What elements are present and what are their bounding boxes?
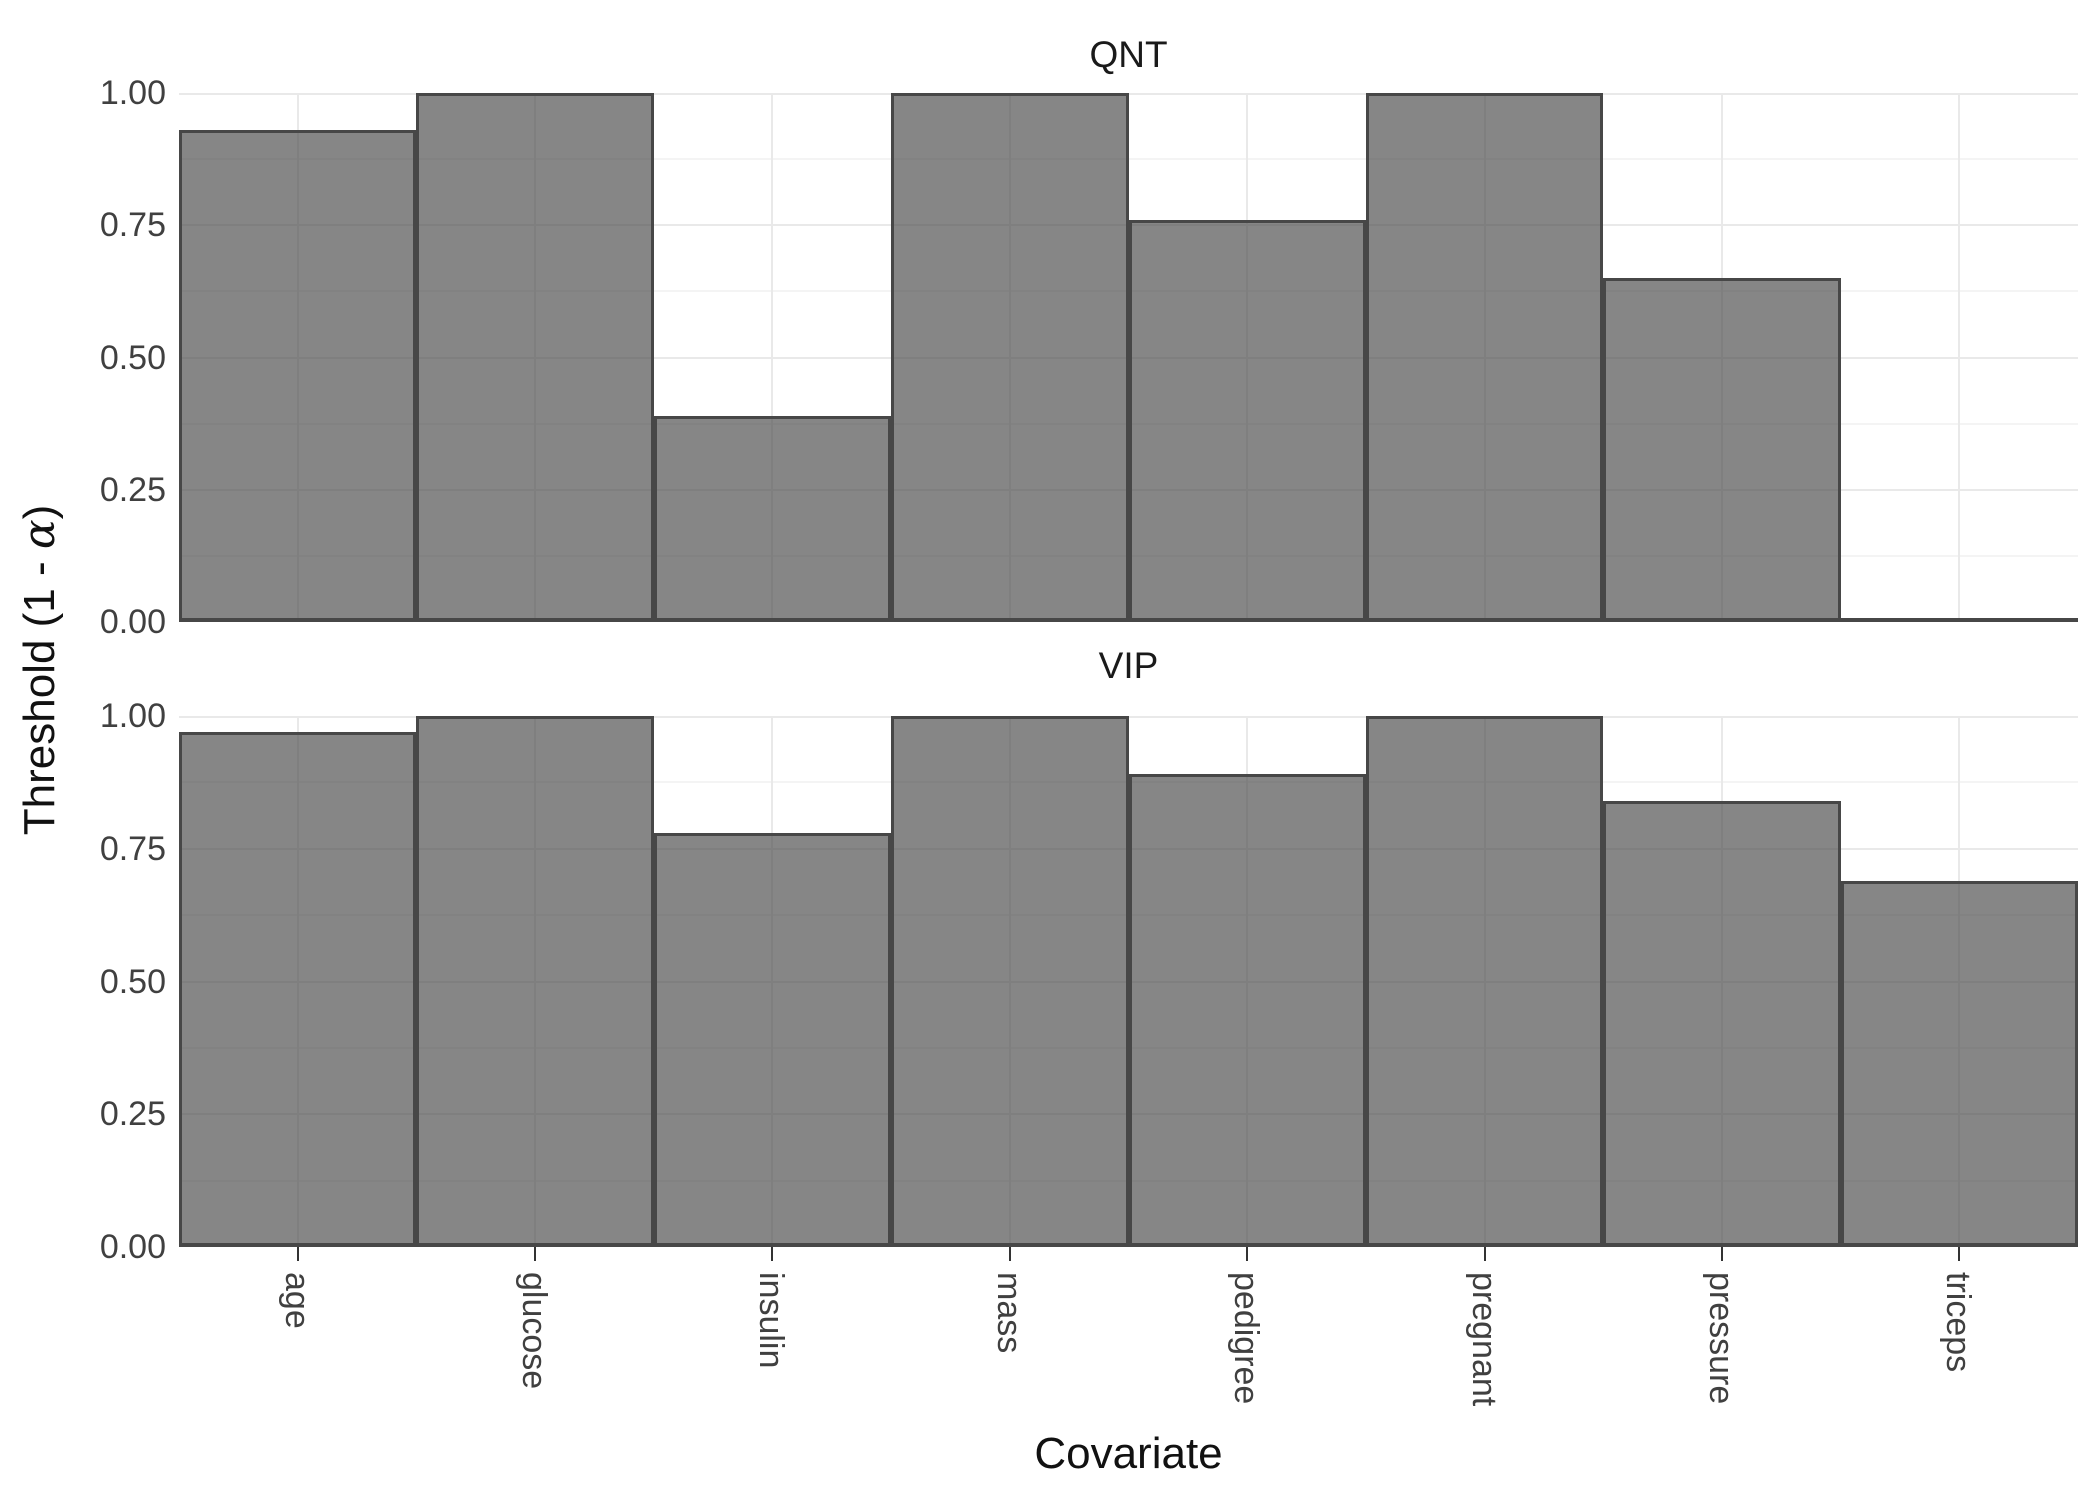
bar-vip-pregnant xyxy=(1366,716,1603,1247)
y-axis-title: Threshold (1 - α) xyxy=(14,505,65,836)
bar-vip-glucose xyxy=(416,716,654,1247)
bar-vip-pedigree xyxy=(1129,774,1366,1247)
y-tick-label: 0.25 xyxy=(99,1095,166,1133)
x-category-label-insulin: insulin xyxy=(752,1272,790,1369)
x-tick-mark xyxy=(534,1247,536,1261)
y-tick-label: 0.50 xyxy=(99,339,166,377)
bar-qnt-pressure xyxy=(1603,278,1841,622)
gridline-major-v xyxy=(1958,93,1960,622)
facet-title-vip: VIP xyxy=(1098,645,1159,686)
bar-qnt-mass xyxy=(891,93,1129,622)
x-category-label-glucose: glucose xyxy=(515,1272,553,1390)
bar-qnt-glucose xyxy=(416,93,654,622)
bar-qnt-age xyxy=(179,130,416,622)
bar-vip-insulin xyxy=(654,833,891,1247)
x-category-label-pedigree: pedigree xyxy=(1227,1272,1265,1405)
y-axis-title-prefix: Threshold (1 - xyxy=(15,549,64,836)
y-tick-label: 0.75 xyxy=(99,206,166,244)
x-tick-mark xyxy=(1246,1247,1248,1261)
bar-qnt-insulin xyxy=(654,416,891,622)
x-tick-mark xyxy=(297,1247,299,1261)
bar-vip-pressure xyxy=(1603,801,1841,1247)
bar-qnt-pedigree xyxy=(1129,220,1366,622)
x-axis-title: Covariate xyxy=(1034,1429,1223,1478)
x-tick-mark xyxy=(1721,1247,1723,1261)
x-category-label-age: age xyxy=(278,1272,316,1329)
y-tick-label: 1.00 xyxy=(99,74,166,112)
x-category-label-mass: mass xyxy=(990,1272,1028,1354)
y-tick-label: 0.00 xyxy=(99,1228,166,1266)
x-tick-mark xyxy=(1958,1247,1960,1261)
axis-baseline xyxy=(179,618,2078,622)
gridline-major-v xyxy=(771,93,773,622)
y-tick-label: 1.00 xyxy=(99,697,166,735)
x-tick-mark xyxy=(1484,1247,1486,1261)
x-category-label-pressure: pressure xyxy=(1702,1272,1740,1405)
bar-vip-mass xyxy=(891,716,1129,1247)
bar-qnt-pregnant xyxy=(1366,93,1603,622)
facet-title-qnt: QNT xyxy=(1089,34,1168,75)
panel-vip xyxy=(179,716,2078,1247)
y-tick-label: 0.50 xyxy=(99,963,166,1001)
x-tick-mark xyxy=(1009,1247,1011,1261)
y-tick-label: 0.25 xyxy=(99,471,166,509)
axis-baseline xyxy=(179,1243,2078,1247)
bar-vip-triceps xyxy=(1841,881,2078,1247)
bar-vip-age xyxy=(179,732,416,1247)
panel-qnt xyxy=(179,93,2078,622)
x-tick-mark xyxy=(771,1247,773,1261)
x-category-label-pregnant: pregnant xyxy=(1465,1272,1503,1407)
y-tick-label: 0.00 xyxy=(99,603,166,641)
y-tick-label: 0.75 xyxy=(99,830,166,868)
alpha-symbol: α xyxy=(14,519,65,550)
x-category-label-triceps: triceps xyxy=(1939,1272,1977,1373)
